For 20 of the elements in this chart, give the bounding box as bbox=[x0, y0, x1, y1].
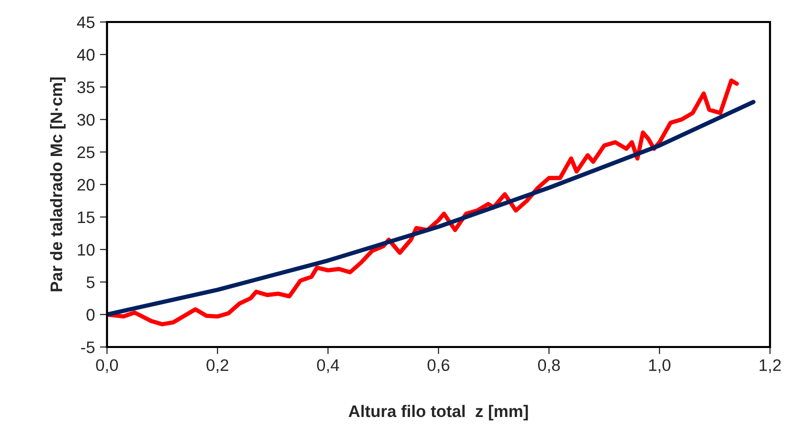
x-axis-title: Altura filo total z [mm] bbox=[348, 404, 528, 420]
y-axis-title: Par de taladrado Mc [N·cm] bbox=[50, 78, 66, 292]
y-tick-label: 20 bbox=[77, 178, 95, 191]
x-tick-label: 1,0 bbox=[649, 359, 670, 374]
y-tick-label: 5 bbox=[86, 276, 94, 288]
y-tick-label: 45 bbox=[77, 16, 94, 28]
y-tick-label: 15 bbox=[78, 212, 94, 224]
y-tick-label: 0 bbox=[86, 308, 95, 321]
x-tick-label: 0,8 bbox=[538, 359, 560, 374]
y-tick-label: 40 bbox=[77, 48, 95, 61]
y-tick-label: 30 bbox=[77, 114, 95, 126]
y-tick-label: 35 bbox=[77, 81, 94, 94]
x-tick-label: 0,6 bbox=[428, 359, 450, 374]
x-tick-label: 0,0 bbox=[96, 359, 118, 374]
y-tick-label: -5 bbox=[81, 342, 94, 354]
x-tick-label: 0,4 bbox=[317, 359, 340, 374]
x-tick-label: 1,2 bbox=[760, 359, 781, 374]
x-tick-label: 0,2 bbox=[206, 359, 228, 374]
y-tick-label: 25 bbox=[77, 146, 94, 158]
y-tick-label: 10 bbox=[78, 244, 95, 256]
